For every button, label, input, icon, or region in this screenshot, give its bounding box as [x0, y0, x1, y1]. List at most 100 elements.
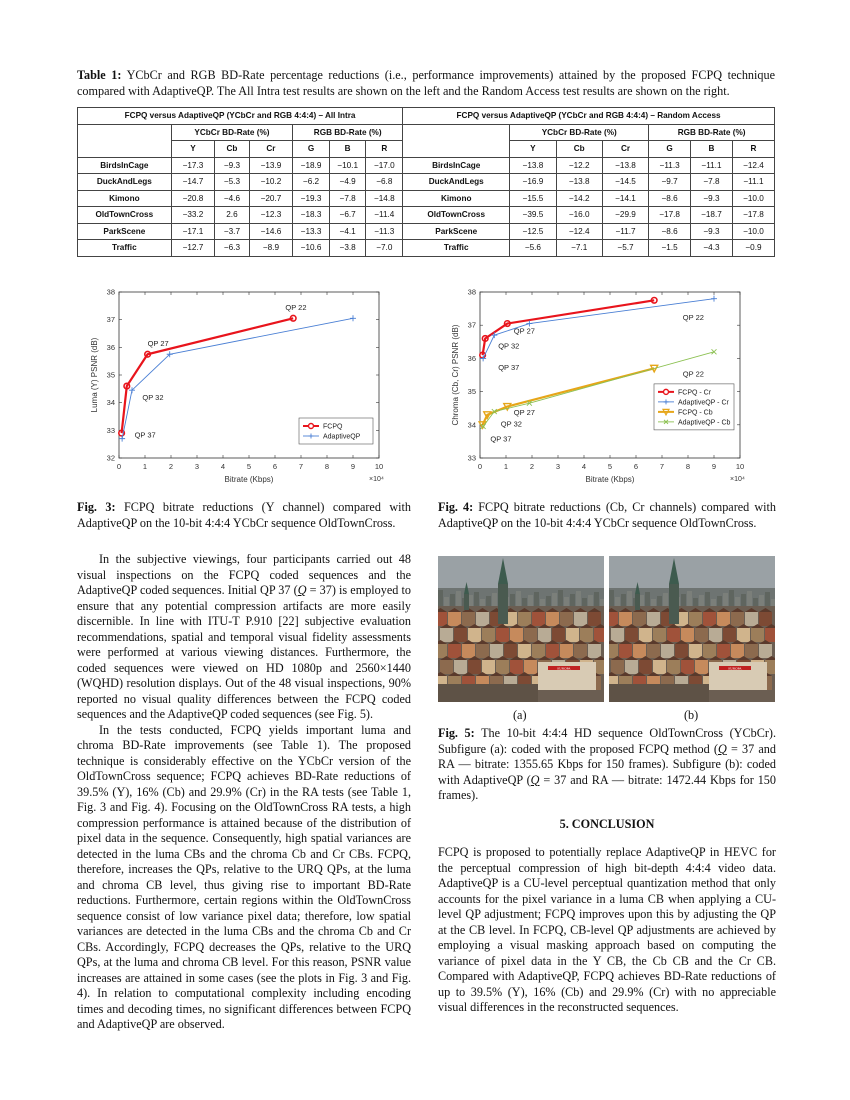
- roof: [518, 672, 531, 676]
- figure-5-caption: Fig. 5: The 10-bit 4:4:4 HD sequence Old…: [438, 726, 776, 804]
- data-point: [480, 355, 487, 362]
- roof: [717, 640, 730, 644]
- table-row: BirdsInCage −17.3 −9.3 −13.9 −18.9 −10.1 −17.0…: [77, 156, 776, 174]
- building: [448, 644, 461, 658]
- conclusion-text: FCPQ is proposed to potentially replace …: [438, 845, 776, 1014]
- x-tick-label: 7: [660, 462, 664, 471]
- sign-text: EUROPA: [728, 667, 742, 671]
- value-cell: −6.3: [214, 239, 250, 257]
- sequence-name-cell: ParkScene: [77, 222, 172, 240]
- value-cell: −5.3: [214, 173, 250, 191]
- building: [731, 644, 744, 658]
- roof: [675, 672, 688, 676]
- x-tick-label: 6: [634, 462, 638, 471]
- distant-building: [765, 592, 770, 610]
- value-cell: −16.9: [509, 173, 557, 191]
- building: [745, 644, 758, 658]
- x-tick-label: 5: [608, 462, 612, 471]
- data-point: [526, 320, 533, 327]
- roof: [619, 608, 632, 612]
- distant-building: [627, 591, 632, 609]
- roof: [751, 656, 764, 660]
- qp-annotation: QP 32: [142, 393, 163, 402]
- building: [594, 660, 604, 674]
- series-line: [121, 317, 354, 439]
- col-header: Cb: [555, 140, 603, 158]
- col-header: G: [292, 140, 330, 158]
- roof: [633, 640, 646, 644]
- roof: [524, 656, 537, 660]
- value-cell: −6.7: [328, 206, 367, 224]
- sequence-name-cell: OldTownCross: [77, 206, 172, 224]
- roof: [765, 656, 775, 660]
- roof: [619, 672, 632, 676]
- building: [546, 644, 559, 658]
- roof: [580, 624, 593, 628]
- distant-building: [528, 595, 533, 613]
- x-tick-label: 3: [195, 462, 199, 471]
- fig3-text: FCPQ bitrate reductions (Y channel) comp…: [77, 500, 412, 530]
- small-spire: [635, 582, 640, 594]
- roof: [751, 624, 764, 628]
- building: [723, 628, 736, 642]
- value-cell: −12.4: [555, 222, 603, 240]
- building: [588, 644, 601, 658]
- distant-building: [534, 592, 539, 610]
- building: [625, 628, 638, 642]
- distant-building: [759, 595, 764, 613]
- sequence-name-cell: OldTownCross: [402, 206, 511, 224]
- church-spire: [498, 558, 508, 584]
- value-cell: −11.3: [648, 156, 692, 174]
- bd-rate-table: FCPQ versus AdaptiveQP (YCbCr and RGB 4:…: [76, 107, 776, 257]
- roof: [538, 624, 551, 628]
- roof: [695, 624, 708, 628]
- x-tick-label: 9: [351, 462, 355, 471]
- roof: [689, 608, 702, 612]
- roof: [476, 640, 489, 644]
- building: [737, 628, 750, 642]
- legend-marker: [663, 419, 669, 425]
- fig4-label: Fig. 4:: [438, 500, 474, 514]
- building: [510, 628, 523, 642]
- roof: [438, 608, 447, 612]
- q-symbol: Q: [530, 772, 540, 787]
- roof: [611, 624, 624, 628]
- roof: [625, 656, 638, 660]
- value-cell: −18.7: [690, 206, 733, 224]
- building: [496, 660, 509, 674]
- value-cell: −14.1: [601, 189, 650, 207]
- legend-label: AdaptiveQP: [323, 434, 361, 441]
- building: [765, 660, 775, 674]
- roof: [703, 608, 716, 612]
- building: [566, 628, 579, 642]
- right-table-header: FCPQ versus AdaptiveQP (YCbCr and RGB 4:…: [402, 107, 775, 125]
- roof: [619, 640, 632, 644]
- building: [448, 612, 461, 626]
- value-cell: −6.2: [292, 173, 330, 191]
- x-tick-label: 0: [117, 462, 121, 471]
- value-cell: −17.8: [731, 206, 776, 224]
- roof: [490, 672, 503, 676]
- roof: [675, 640, 688, 644]
- legend-marker: [663, 399, 669, 405]
- value-cell: −10.2: [248, 173, 294, 191]
- roof: [504, 640, 517, 644]
- roof: [695, 656, 708, 660]
- y-tick-label: 34: [468, 420, 476, 429]
- data-point: [711, 295, 717, 302]
- distant-building: [516, 591, 521, 609]
- data-point: [166, 351, 173, 358]
- col-header: B: [690, 140, 733, 158]
- building: [619, 644, 632, 658]
- roof: [510, 624, 523, 628]
- roof: [723, 624, 736, 628]
- building: [619, 612, 632, 626]
- building: [504, 644, 517, 658]
- roof: [546, 640, 559, 644]
- building: [689, 612, 702, 626]
- building: [588, 612, 601, 626]
- roof: [653, 624, 666, 628]
- figure-4-chart: 0 1 2 3 4 5 6 7 8 9 10 33 34 35 36 37 38 Bitrate (Kbps) ×1…: [438, 284, 758, 499]
- fig4-text: FCPQ bitrate reductions (Cb, Cr channels…: [438, 500, 776, 530]
